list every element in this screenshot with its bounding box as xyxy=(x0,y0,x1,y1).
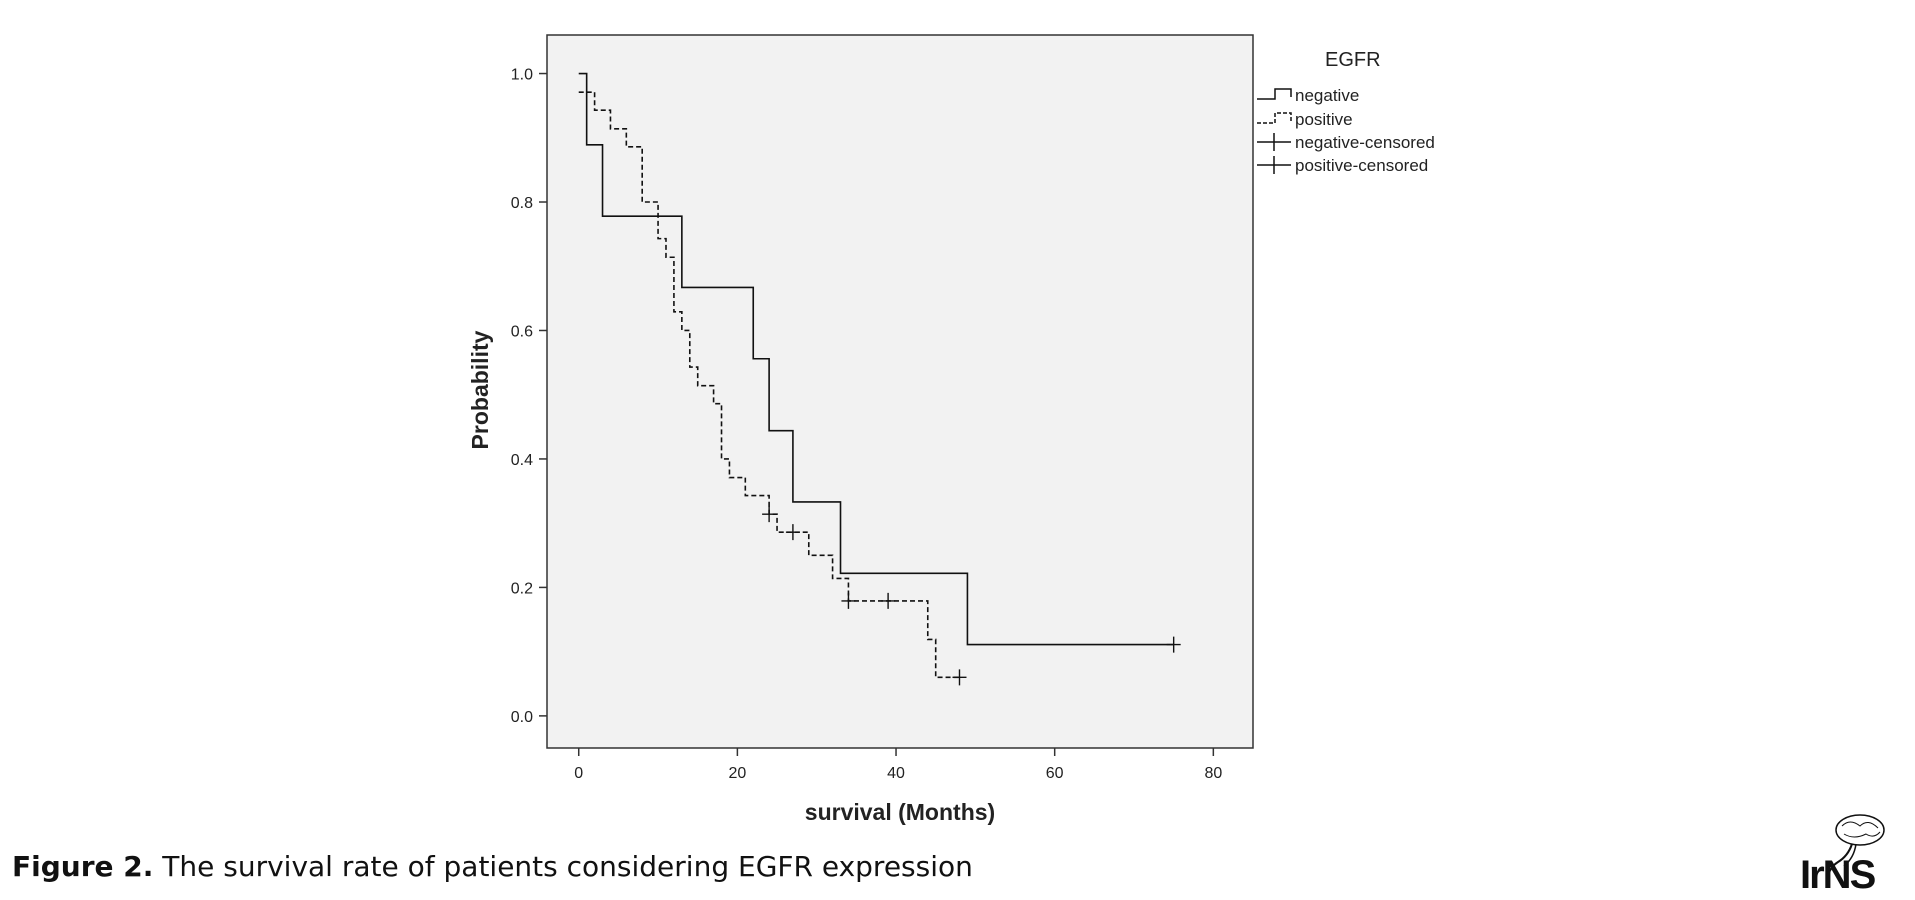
x-tick-label-1: 20 xyxy=(728,765,746,782)
x-tick-label-0: 0 xyxy=(574,765,583,782)
censor-mark-positive-3 xyxy=(881,592,896,609)
x-tick-label-2: 40 xyxy=(887,765,905,782)
y-tick-label-1: 0.2 xyxy=(511,580,533,597)
censor-mark-negative-0 xyxy=(1166,636,1181,653)
figure-caption: Figure 2. The survival rate of patients … xyxy=(12,850,973,883)
figure-caption-text: The survival rate of patients considerin… xyxy=(153,850,973,883)
chart: 0 20 40 60 80 0.0 0.2 0.4 0.6 0.8 1.0 survival (Mo… xyxy=(467,34,1435,825)
legend: EGFR negative positive negative-censored po… xyxy=(1257,49,1435,175)
brain-logo-icon: IrNS xyxy=(1800,812,1905,898)
censor-mark-positive-4 xyxy=(952,669,967,686)
x-axis-title: survival (Months) xyxy=(805,799,995,825)
legend-marker-negative-censored xyxy=(1257,133,1291,151)
legend-marker-positive-censored xyxy=(1257,156,1291,174)
series-negative-line xyxy=(578,72,1174,646)
y-tick-label-0: 0.0 xyxy=(511,709,533,726)
legend-marker-positive xyxy=(1257,112,1292,124)
y-tick-label-4: 0.8 xyxy=(511,195,533,212)
x-tick-label-3: 60 xyxy=(1046,765,1064,782)
legend-marker-negative xyxy=(1257,88,1292,100)
legend-label-negative: negative xyxy=(1295,86,1359,105)
axis-ticks: 0 20 40 60 80 0.0 0.2 0.4 0.6 0.8 1.0 xyxy=(511,67,1223,782)
y-tick-label-2: 0.4 xyxy=(511,452,533,469)
series-positive-line xyxy=(578,91,960,679)
logo-text: IrNS xyxy=(1800,853,1876,897)
y-axis-title: Probability xyxy=(467,330,493,449)
x-tick-label-4: 80 xyxy=(1204,765,1222,782)
brain-icon xyxy=(1827,814,1885,877)
legend-title: EGFR xyxy=(1325,49,1381,71)
legend-label-positive-censored: positive-censored xyxy=(1295,156,1428,175)
plot-area xyxy=(546,34,1254,749)
y-tick-label-5: 1.0 xyxy=(511,67,533,84)
y-tick-label-3: 0.6 xyxy=(511,323,533,340)
series-layer xyxy=(578,72,1181,686)
censor-mark-positive-0 xyxy=(762,506,777,523)
figure-label: Figure 2. xyxy=(12,850,154,883)
legend-label-negative-censored: negative-censored xyxy=(1295,133,1435,152)
censor-mark-positive-2 xyxy=(841,592,856,609)
censor-mark-positive-1 xyxy=(785,524,800,541)
legend-label-positive: positive xyxy=(1295,110,1353,129)
